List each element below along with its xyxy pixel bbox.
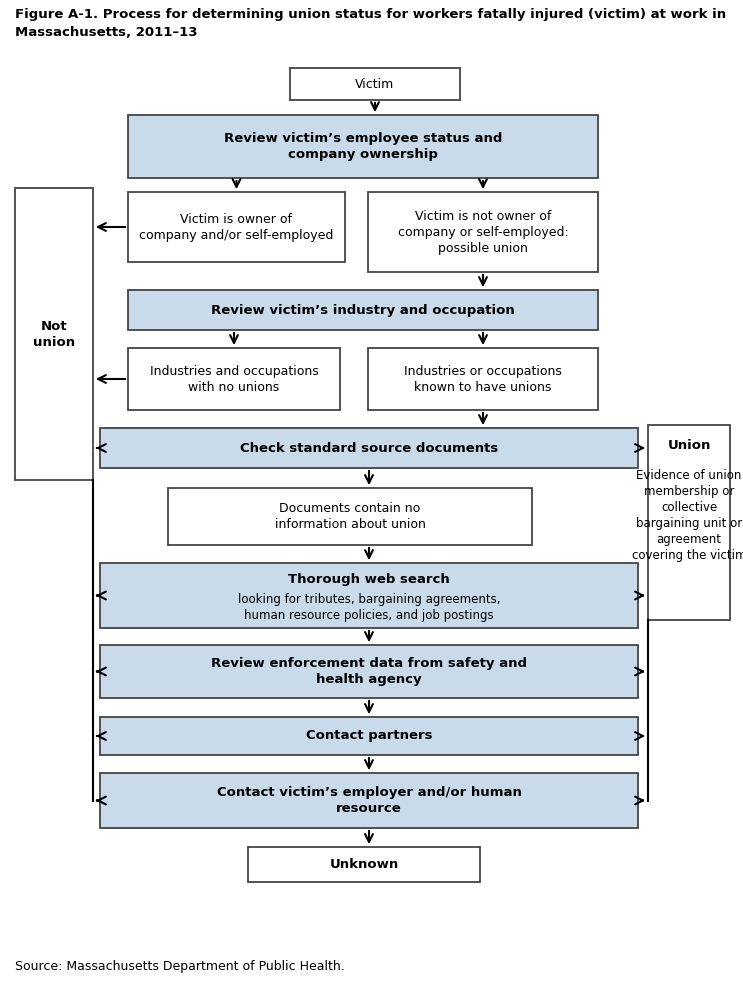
Text: Unknown: Unknown xyxy=(329,858,399,871)
Text: Review victim’s industry and occupation: Review victim’s industry and occupation xyxy=(211,303,515,316)
Bar xyxy=(368,348,598,410)
Bar xyxy=(128,348,340,410)
Bar xyxy=(168,488,532,545)
Bar xyxy=(128,290,598,330)
Text: Review enforcement data from safety and
health agency: Review enforcement data from safety and … xyxy=(211,657,527,686)
Text: Check standard source documents: Check standard source documents xyxy=(240,442,498,455)
Bar xyxy=(128,192,345,262)
Text: Not
union: Not union xyxy=(33,319,75,349)
Bar xyxy=(290,68,460,100)
Text: Industries or occupations
known to have unions: Industries or occupations known to have … xyxy=(404,364,562,394)
Text: Victim is not owner of
company or self-employed:
possible union: Victim is not owner of company or self-e… xyxy=(398,209,568,254)
Bar xyxy=(128,115,598,178)
Text: Review victim’s employee status and
company ownership: Review victim’s employee status and comp… xyxy=(224,132,502,161)
Bar xyxy=(248,847,480,882)
Text: Figure A-1. Process for determining union status for workers fatally injured (vi: Figure A-1. Process for determining unio… xyxy=(15,8,726,21)
Bar xyxy=(100,428,638,468)
Bar xyxy=(100,645,638,698)
Text: Union: Union xyxy=(667,439,711,452)
Bar xyxy=(368,192,598,272)
Text: looking for tributes, bargaining agreements,
human resource policies, and job po: looking for tributes, bargaining agreeme… xyxy=(238,593,500,623)
Text: Source: Massachusetts Department of Public Health.: Source: Massachusetts Department of Publ… xyxy=(15,960,345,973)
Text: Evidence of union
membership or
collective
bargaining unit or
agreement
covering: Evidence of union membership or collecti… xyxy=(632,468,743,562)
Text: Massachusetts, 2011–13: Massachusetts, 2011–13 xyxy=(15,26,198,39)
Text: Victim is owner of
company and/or self-employed: Victim is owner of company and/or self-e… xyxy=(140,212,334,242)
Bar xyxy=(100,563,638,628)
Text: Contact victim’s employer and/or human
resource: Contact victim’s employer and/or human r… xyxy=(216,786,522,815)
Bar xyxy=(648,425,730,620)
Text: Contact partners: Contact partners xyxy=(306,730,432,742)
Text: Industries and occupations
with no unions: Industries and occupations with no union… xyxy=(149,364,318,394)
Text: Victim: Victim xyxy=(355,78,395,90)
Bar xyxy=(15,188,93,480)
Bar xyxy=(100,773,638,828)
Text: Documents contain no
information about union: Documents contain no information about u… xyxy=(275,502,426,531)
Text: Thorough web search: Thorough web search xyxy=(288,573,450,586)
Bar xyxy=(100,717,638,755)
